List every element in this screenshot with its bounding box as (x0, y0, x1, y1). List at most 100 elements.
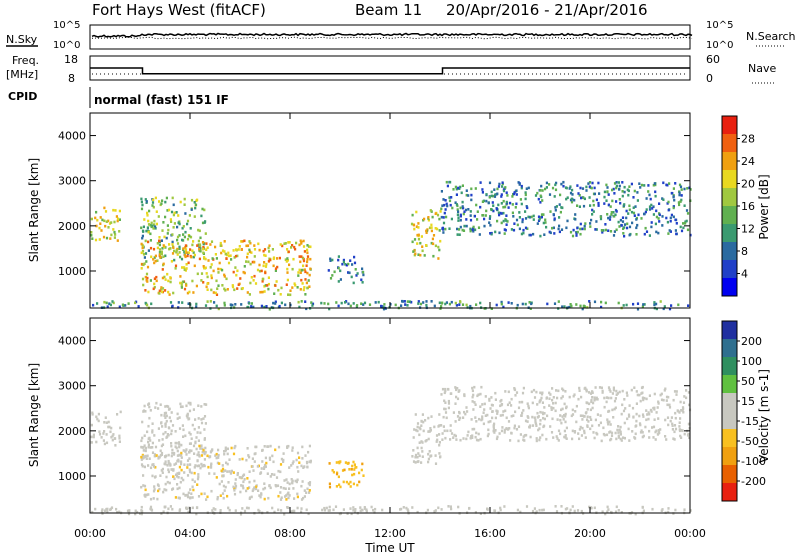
echo-cell (437, 257, 440, 260)
echo-cell (641, 385, 644, 389)
echo-cell (243, 239, 246, 243)
echo-cell (469, 227, 472, 231)
echo-cell (328, 307, 331, 311)
echo-cell (292, 487, 295, 490)
echo-cell (494, 193, 497, 197)
echo-cell (496, 219, 499, 223)
echo-cell (646, 413, 649, 416)
echo-cell (150, 255, 153, 259)
echo-cell (541, 391, 544, 395)
echo-cell (675, 232, 678, 236)
echo-cell (604, 301, 607, 305)
echo-cell (658, 220, 661, 223)
echo-cell (597, 201, 600, 205)
echo-cell (489, 232, 492, 235)
echo-cell (279, 243, 282, 246)
echo-cell (672, 206, 675, 210)
echo-cell (350, 512, 353, 516)
echo-cell (202, 450, 205, 454)
echo-cell (354, 508, 357, 511)
echo-cell (621, 389, 624, 393)
echo-cell (681, 409, 684, 412)
echo-cell (589, 415, 592, 419)
echo-cell (188, 234, 191, 238)
echo-cell (186, 237, 190, 241)
echo-cell (581, 414, 584, 418)
echo-cell (210, 466, 213, 469)
echo-cell (167, 470, 170, 474)
echo-cell (552, 213, 555, 216)
echo-cell (476, 218, 479, 221)
echo-cell (333, 270, 336, 274)
echo-cell (355, 274, 358, 277)
echo-cell (105, 220, 108, 223)
echo-cell (179, 454, 182, 457)
echo-cell (144, 455, 147, 458)
echo-cell (171, 448, 174, 452)
echo-cell (672, 398, 675, 402)
echo-cell (118, 218, 121, 221)
echo-cell (655, 302, 658, 306)
echo-cell (404, 303, 407, 306)
echo-cell (218, 482, 221, 486)
echo-cell (537, 219, 541, 222)
echo-cell (158, 243, 161, 247)
echo-cell (219, 241, 222, 245)
ytick-label: 3000 (58, 175, 86, 188)
echo-cell (203, 266, 206, 270)
echo-cell (670, 416, 673, 419)
echo-cell (288, 487, 291, 490)
echo-cell (214, 253, 217, 256)
echo-cell (647, 411, 650, 414)
echo-cell (267, 260, 270, 263)
echo-cell (352, 506, 355, 509)
echo-cell (442, 415, 445, 419)
echo-cell (571, 437, 574, 441)
echo-cell (187, 510, 190, 514)
echo-cell (381, 508, 384, 512)
echo-cell (490, 190, 493, 194)
echo-cell (200, 492, 203, 496)
echo-cell (623, 234, 626, 238)
echo-cell (500, 202, 503, 205)
echo-cell (141, 263, 144, 266)
echo-cell (440, 207, 443, 211)
echo-cell (591, 213, 594, 216)
echo-cell (327, 269, 330, 272)
echo-cell (638, 393, 641, 397)
echo-cell (593, 506, 596, 510)
echo-cell (145, 229, 148, 233)
echo-cell (429, 209, 432, 212)
echo-cell (178, 234, 181, 237)
echo-cell (580, 509, 583, 513)
echo-cell (585, 401, 588, 404)
echo-cell (205, 403, 208, 406)
echo-cell (505, 427, 508, 431)
echo-cell (271, 506, 274, 510)
echo-cell (579, 222, 582, 226)
ytick-label: 4000 (58, 335, 86, 348)
echo-cell (144, 449, 147, 453)
echo-cell (103, 206, 106, 210)
echo-cell (462, 206, 465, 210)
echo-cell (172, 468, 175, 471)
echo-cell (223, 452, 226, 456)
echo-cell (531, 415, 534, 419)
echo-cell (469, 229, 472, 233)
echo-cell (662, 398, 665, 402)
echo-cell (665, 399, 668, 402)
echo-cell (204, 304, 208, 307)
echo-cell (149, 223, 152, 227)
echo-cell (617, 436, 620, 439)
echo-cell (305, 491, 308, 494)
echo-cell (455, 304, 458, 307)
echo-cell (195, 506, 199, 510)
echo-cell (251, 489, 254, 493)
echo-cell (455, 193, 458, 196)
echo-cell (171, 233, 174, 236)
echo-cell (186, 254, 189, 258)
echo-cell (154, 254, 157, 258)
echo-cell (161, 199, 164, 202)
echo-cell (258, 494, 261, 497)
